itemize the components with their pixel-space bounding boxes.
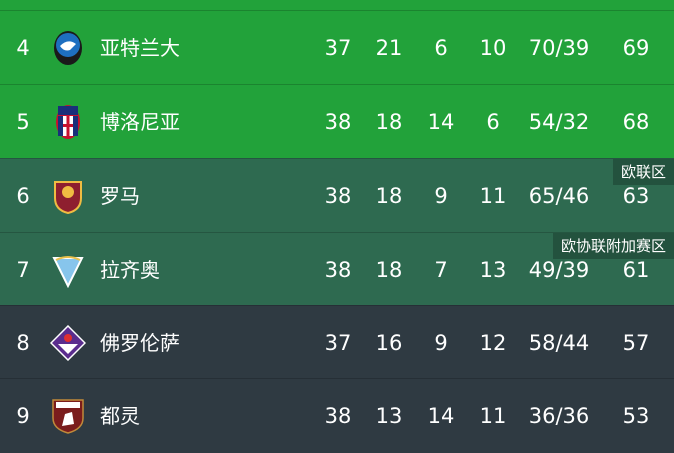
table-row[interactable]: 8 佛罗伦萨 37 16 9 12 58/44 57 bbox=[0, 305, 674, 379]
team-name[interactable]: 亚特兰大 bbox=[100, 36, 180, 60]
conference-playoff-zone-label: 欧协联附加赛区 bbox=[552, 233, 674, 259]
table-row[interactable]: 5 博洛尼亚 38 18 14 6 54/32 68 bbox=[0, 84, 674, 158]
table-row[interactable]: 4 亚特兰大 37 21 6 10 70/39 69 bbox=[0, 10, 674, 84]
rank: 7 bbox=[16, 258, 30, 282]
lost: 10 bbox=[479, 36, 507, 60]
won: 16 bbox=[375, 331, 403, 355]
drawn: 14 bbox=[427, 404, 455, 428]
drawn: 7 bbox=[434, 258, 448, 282]
lost: 11 bbox=[479, 184, 507, 208]
roma-crest-icon bbox=[54, 181, 82, 214]
played: 37 bbox=[324, 36, 352, 60]
bologna-crest-icon bbox=[56, 105, 80, 139]
goals: 54/32 bbox=[528, 110, 590, 134]
team-name[interactable]: 拉齐奥 bbox=[100, 258, 160, 282]
played: 38 bbox=[324, 258, 352, 282]
goals: 58/44 bbox=[528, 331, 590, 355]
goals: 70/39 bbox=[528, 36, 590, 60]
drawn: 9 bbox=[434, 331, 448, 355]
team-name[interactable]: 罗马 bbox=[100, 184, 140, 208]
team-name[interactable]: 都灵 bbox=[100, 404, 140, 428]
points: 57 bbox=[622, 331, 650, 355]
rank: 8 bbox=[16, 331, 30, 355]
points: 63 bbox=[622, 184, 650, 208]
points: 68 bbox=[622, 110, 650, 134]
lazio-crest-icon bbox=[52, 256, 84, 288]
points: 69 bbox=[622, 36, 650, 60]
table-row[interactable]: 9 都灵 38 13 14 11 36/36 53 bbox=[0, 378, 674, 452]
played: 38 bbox=[324, 404, 352, 428]
table-row[interactable]: 欧联区 6 罗马 38 18 9 11 65/46 63 bbox=[0, 158, 674, 232]
rank: 5 bbox=[16, 110, 30, 134]
won: 13 bbox=[375, 404, 403, 428]
atalanta-crest-icon bbox=[54, 31, 82, 65]
fiorentina-crest-icon bbox=[50, 325, 86, 361]
rank: 6 bbox=[16, 184, 30, 208]
previous-row-edge bbox=[0, 0, 674, 10]
goals: 65/46 bbox=[528, 184, 590, 208]
lost: 12 bbox=[479, 331, 507, 355]
goals: 49/39 bbox=[528, 258, 590, 282]
lost: 11 bbox=[479, 404, 507, 428]
lost: 6 bbox=[486, 110, 500, 134]
played: 38 bbox=[324, 184, 352, 208]
played: 37 bbox=[324, 331, 352, 355]
points: 61 bbox=[622, 258, 650, 282]
played: 38 bbox=[324, 110, 352, 134]
goals: 36/36 bbox=[528, 404, 590, 428]
won: 18 bbox=[375, 184, 403, 208]
rank: 9 bbox=[16, 404, 30, 428]
europa-league-zone-label: 欧联区 bbox=[612, 159, 674, 185]
drawn: 6 bbox=[434, 36, 448, 60]
drawn: 14 bbox=[427, 110, 455, 134]
won: 18 bbox=[375, 110, 403, 134]
torino-crest-icon bbox=[52, 399, 84, 434]
points: 53 bbox=[622, 404, 650, 428]
team-name[interactable]: 佛罗伦萨 bbox=[100, 331, 180, 355]
table-row[interactable]: 欧协联附加赛区 7 拉齐奥 38 18 7 13 49/39 61 bbox=[0, 232, 674, 306]
drawn: 9 bbox=[434, 184, 448, 208]
won: 18 bbox=[375, 258, 403, 282]
team-name[interactable]: 博洛尼亚 bbox=[100, 110, 180, 134]
lost: 13 bbox=[479, 258, 507, 282]
rank: 4 bbox=[16, 36, 30, 60]
won: 21 bbox=[375, 36, 403, 60]
